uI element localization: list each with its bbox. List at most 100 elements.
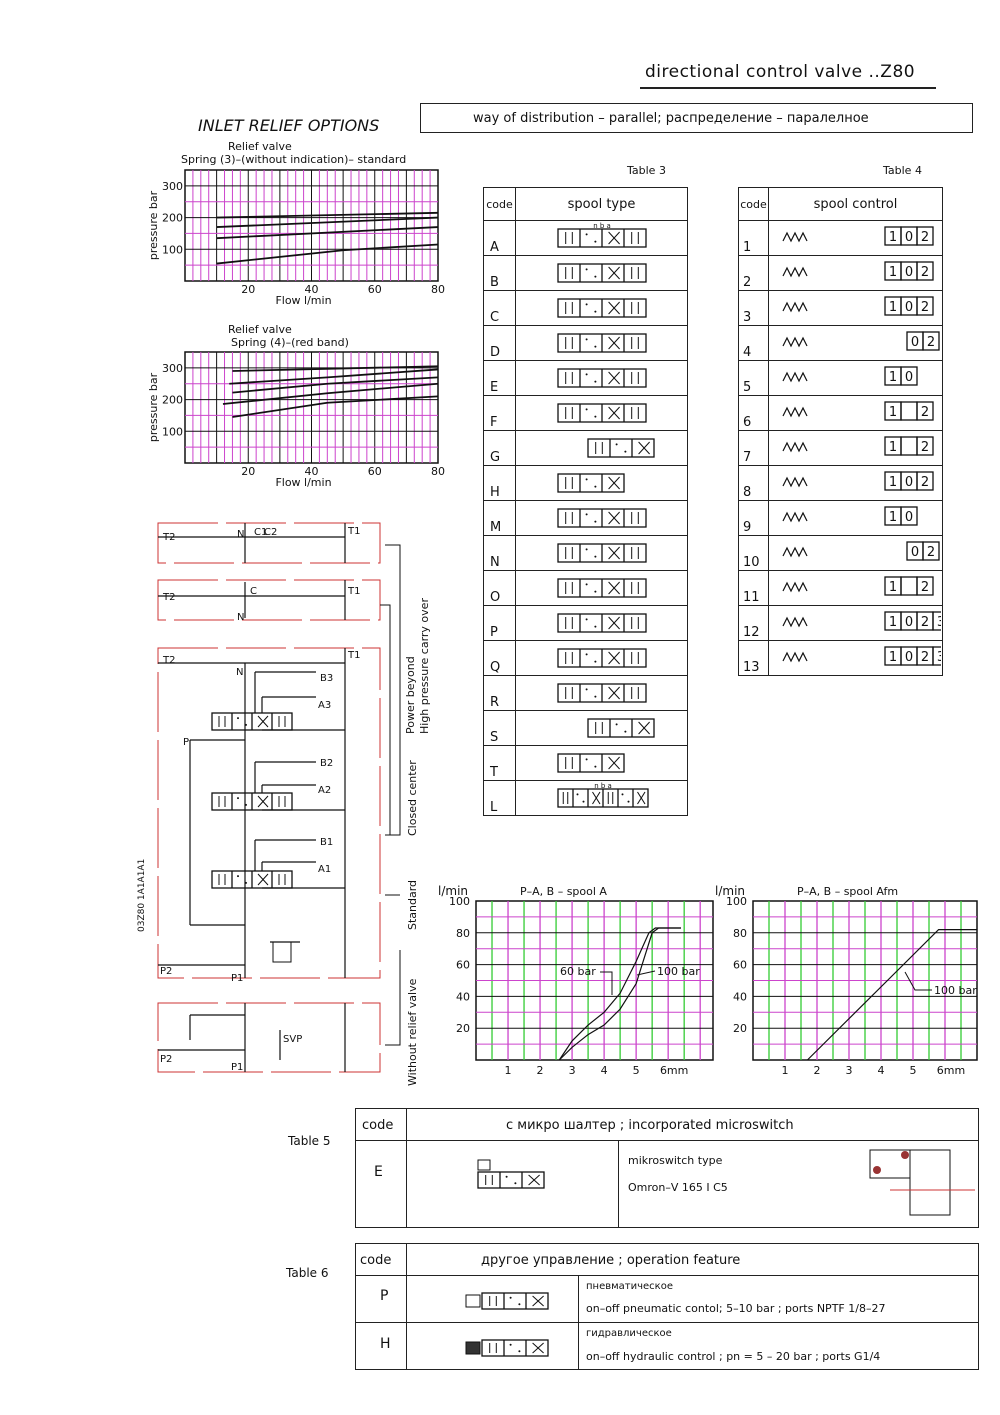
spool-type-symbol [515, 710, 688, 746]
spool-code: A [483, 220, 516, 256]
spring-icon [782, 546, 808, 558]
port [585, 408, 588, 411]
x-axis-label: Flow l/min [275, 476, 331, 489]
table6-h-en: on–off hydraulic control ; pn = 5 – 20 b… [586, 1350, 881, 1363]
spool-icon [557, 683, 647, 703]
leader-line [904, 971, 932, 991]
spool-code: O [483, 570, 516, 606]
series-line [216, 211, 439, 219]
position-label: 2 [927, 545, 935, 560]
port [582, 800, 585, 803]
series-label-60bar: 60 bar [560, 965, 596, 978]
series-line [216, 243, 439, 265]
port [594, 345, 597, 348]
port [594, 555, 597, 558]
x-tick: 80 [431, 465, 445, 478]
port-label-c2: C2 [264, 527, 277, 538]
spool-type-symbol [515, 675, 688, 711]
spool-symbol-icon [557, 473, 625, 493]
label-standard: Standard [406, 879, 419, 930]
spring-icon [782, 371, 808, 383]
y-tick: 100 [726, 895, 747, 908]
control-code: 7 [738, 430, 769, 466]
chart1-subtitle: Spring (3)–(without indication)– standar… [181, 153, 407, 166]
microswitch-icon [477, 1159, 491, 1171]
port-label-p2: P2 [160, 1054, 172, 1065]
port-label-t2: T2 [162, 655, 175, 666]
position-label: 1 [889, 405, 897, 420]
spring-icon [782, 616, 808, 628]
port [509, 1296, 512, 1299]
spool-code: D [483, 325, 516, 361]
position-label: 0 [905, 475, 913, 490]
microswitch-type-label: mikroswitch type [628, 1154, 723, 1167]
port [594, 240, 597, 243]
series-line [558, 927, 681, 1061]
position-label: 1 [889, 230, 897, 245]
series-line [222, 382, 439, 405]
spool-symbol-icon [557, 613, 647, 633]
port-label-t2: T2 [162, 532, 175, 543]
spool-type-symbol [515, 430, 688, 466]
arrow [637, 791, 646, 805]
spool-box [557, 473, 625, 493]
arrow [608, 616, 620, 630]
spool-icon [557, 543, 647, 563]
spool-icon [557, 578, 647, 598]
bracket [385, 950, 401, 1046]
distribution-box: way of distribution – parallel; распреде… [420, 103, 973, 133]
series-label-100bar: 100 bar [657, 965, 700, 978]
spool-icon [587, 718, 655, 738]
port [585, 583, 588, 586]
position-box [922, 541, 940, 561]
control-code: 13 [738, 640, 769, 676]
spool-icon [557, 613, 647, 633]
label-closed-center: Closed center [406, 760, 419, 836]
control-code: 10 [738, 535, 769, 571]
table4-title: Table 4 [883, 164, 922, 177]
control-code: 5 [738, 360, 769, 396]
arrow [608, 756, 620, 770]
arrow [592, 791, 601, 805]
table3-row: D [483, 325, 688, 361]
position-box [922, 331, 940, 351]
control-code: 3 [738, 290, 769, 326]
x-tick: 20 [241, 465, 255, 478]
x-tick: 2 [814, 1064, 821, 1077]
position-box [916, 436, 934, 456]
position-label: 2 [921, 440, 929, 455]
section-frame [157, 647, 381, 979]
spool-type-symbol [515, 465, 688, 501]
position-box [900, 506, 918, 526]
spool-icon [557, 368, 647, 388]
port [585, 303, 588, 306]
series-line [229, 368, 439, 385]
position-label: 1 [889, 475, 897, 490]
arrow [608, 266, 620, 280]
position-label: 1 [889, 650, 897, 665]
port [237, 875, 239, 878]
position-label: 0 [911, 335, 919, 350]
spool-box [557, 753, 625, 773]
series-line [216, 216, 439, 228]
spool-icon [557, 508, 647, 528]
position-label: 1 [889, 510, 897, 525]
port-label-n: N [237, 529, 244, 540]
distribution-text: way of distribution – parallel; распреде… [473, 111, 869, 126]
spring-icon [782, 511, 808, 523]
port [245, 881, 247, 884]
position-label: 2 [921, 405, 929, 420]
position-label: 3 [937, 615, 941, 630]
port [594, 380, 597, 383]
inlet-relief-heading: INLET RELIEF OPTIONS [198, 116, 380, 135]
